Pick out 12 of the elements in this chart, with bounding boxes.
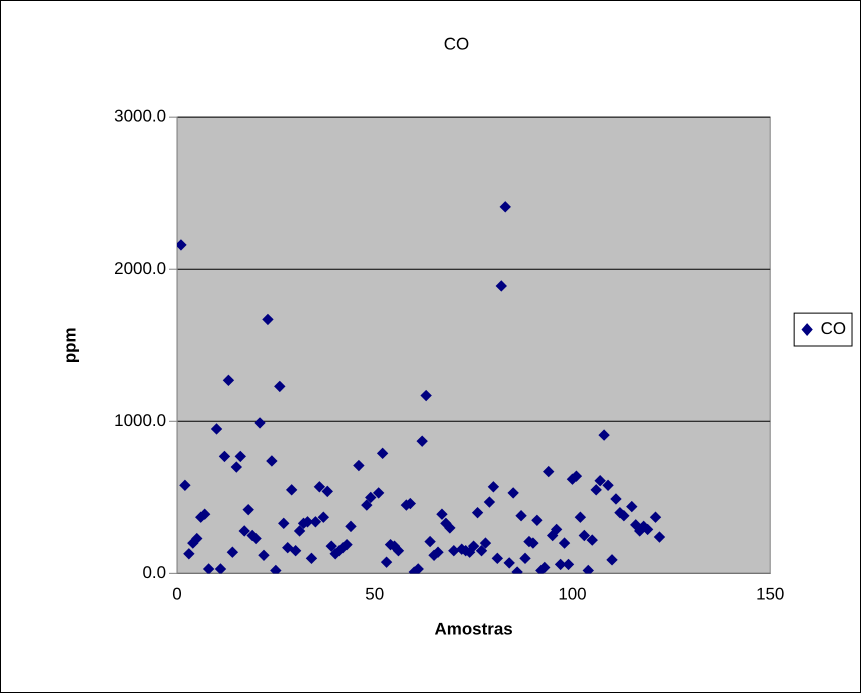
- y-tick-label: 1000.0: [114, 411, 166, 430]
- y-tick-label: 0.0: [142, 563, 166, 582]
- x-tick-label: 150: [756, 584, 784, 604]
- chart-title: CO: [444, 34, 470, 54]
- x-axis-title: Amostras: [434, 620, 513, 639]
- y-tick-label: 3000.0: [114, 106, 166, 126]
- x-tick-label: 0: [172, 584, 182, 604]
- x-tick-label: 50: [365, 584, 384, 604]
- y-axis-title: ppm: [60, 327, 80, 364]
- x-tick-label: 100: [558, 584, 587, 604]
- y-tick-label: 2000.0: [114, 258, 166, 278]
- legend-label: CO: [820, 319, 846, 338]
